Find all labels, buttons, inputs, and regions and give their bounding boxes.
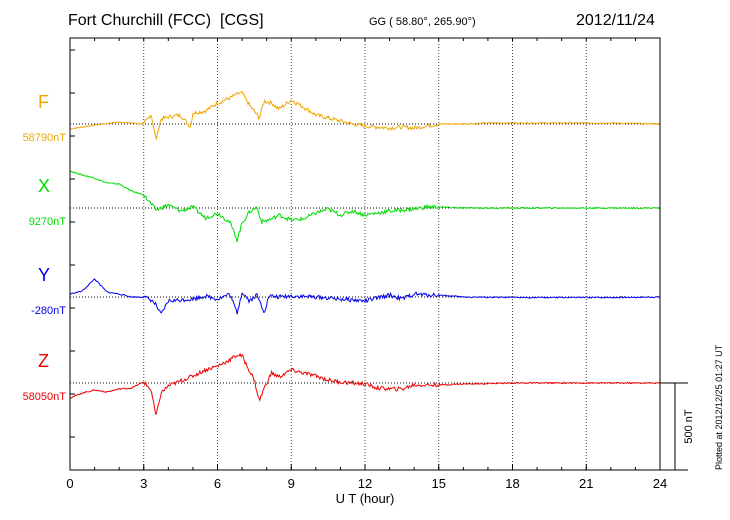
x-tick-label: 24 <box>653 476 667 491</box>
series-line-y <box>70 278 661 315</box>
series-line-z <box>69 352 661 416</box>
x-tick-label: 12 <box>358 476 372 491</box>
channel-name-z: Z <box>38 351 49 371</box>
channel-baseline-z: 58050nT <box>22 391 66 403</box>
channel-baseline-x: 9270nT <box>28 216 66 228</box>
x-axis-label: U T (hour) <box>336 491 395 506</box>
x-tick-label: 0 <box>66 476 73 491</box>
channel-baseline-f: 58790nT <box>22 132 66 144</box>
geo-coordinates: GG ( 58.80°, 265.90°) <box>369 16 476 28</box>
station-title: Fort Churchill (FCC) [CGS] <box>68 12 264 29</box>
channel-baseline-y: -280nT <box>31 305 66 317</box>
date-label: 2012/11/24 <box>576 12 655 29</box>
plotted-timestamp: Plotted at 2012/12/25 01:27 UT <box>714 344 724 470</box>
series-line-f <box>69 90 661 141</box>
x-axis: 0 3 6 9 12 15 18 21 24 U T (hour) <box>66 38 667 506</box>
x-tick-label: 3 <box>140 476 147 491</box>
x-tick-label: 9 <box>288 476 295 491</box>
scale-bar-label: 500 nT <box>683 409 695 444</box>
x-tick-label: 15 <box>432 476 446 491</box>
x-tick-label: 6 <box>214 476 221 491</box>
channel-name-y: Y <box>38 265 51 285</box>
grid <box>70 38 660 470</box>
x-tick-label: 18 <box>505 476 519 491</box>
channel-name-f: F <box>38 92 49 112</box>
series-line-x <box>69 170 661 243</box>
scale-bar: 500 nT <box>660 382 695 471</box>
series-layer <box>69 90 661 416</box>
channel-name-x: X <box>38 176 51 196</box>
x-tick-label: 21 <box>579 476 593 491</box>
